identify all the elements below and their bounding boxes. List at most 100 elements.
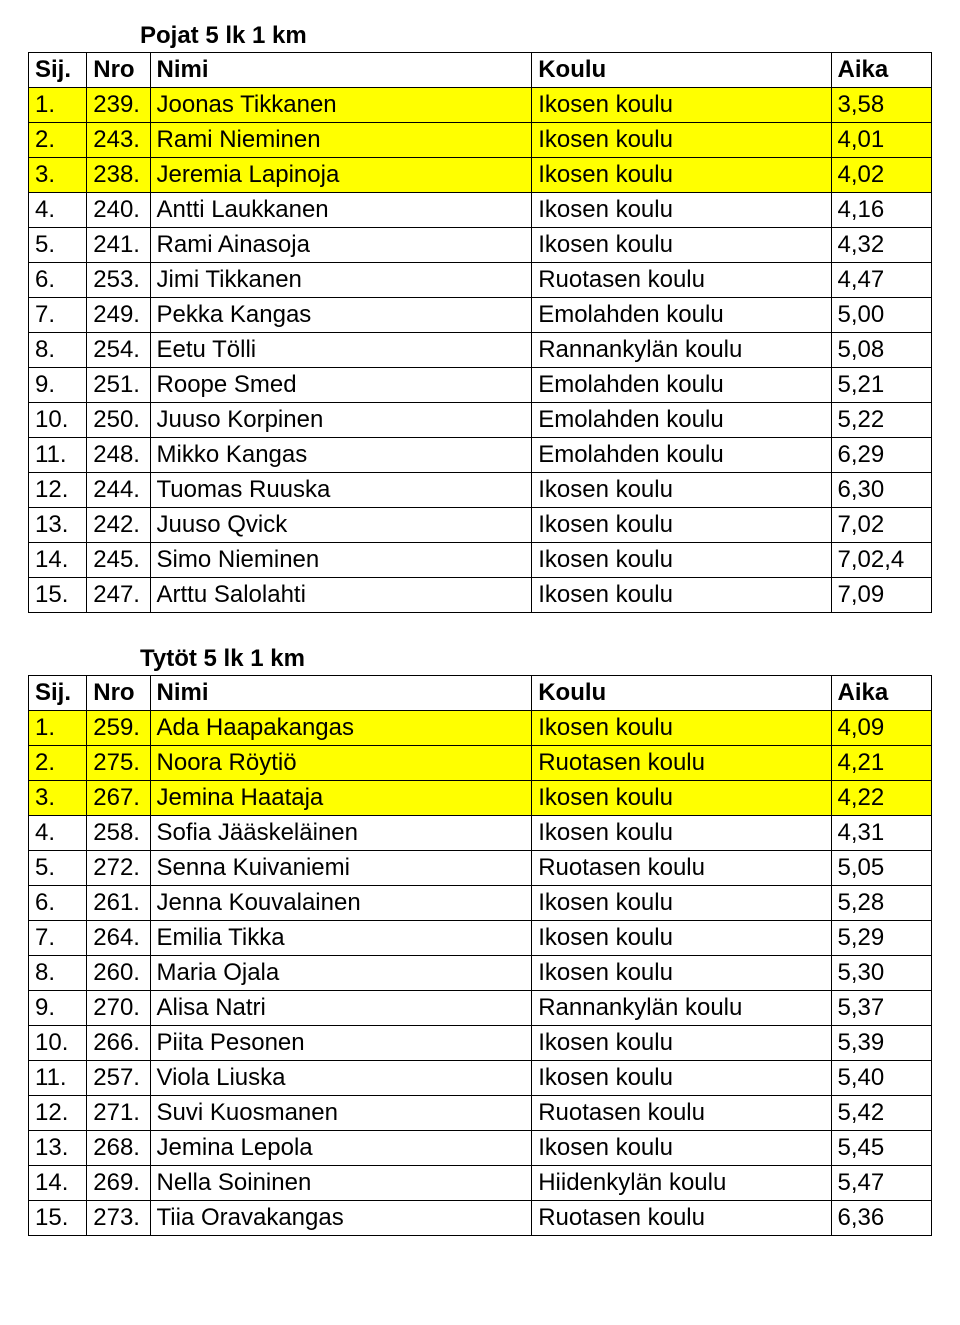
cell-nimi: Mikko Kangas: [150, 438, 532, 473]
cell-aika: 4,09: [831, 711, 931, 746]
cell-nro: 254.: [87, 333, 150, 368]
col-nimi: Nimi: [150, 53, 532, 88]
cell-koulu: Ikosen koulu: [532, 193, 831, 228]
cell-aika: 5,42: [831, 1096, 931, 1131]
cell-nimi: Rami Ainasoja: [150, 228, 532, 263]
cell-sij: 10.: [29, 403, 87, 438]
cell-sij: 6.: [29, 263, 87, 298]
cell-nimi: Nella Soininen: [150, 1166, 532, 1201]
table-row: 15.247.Arttu SalolahtiIkosen koulu7,09: [29, 578, 932, 613]
cell-aika: 5,29: [831, 921, 931, 956]
cell-nro: 238.: [87, 158, 150, 193]
cell-sij: 1.: [29, 88, 87, 123]
section-title-row: Tytöt 5 lk 1 km: [28, 643, 932, 675]
cell-aika: 4,47: [831, 263, 931, 298]
cell-koulu: Ikosen koulu: [532, 228, 831, 263]
cell-sij: 9.: [29, 991, 87, 1026]
cell-nro: 253.: [87, 263, 150, 298]
table-row: 3.267.Jemina HaatajaIkosen koulu4,22: [29, 781, 932, 816]
table-header-row: Sij.NroNimiKouluAika: [29, 676, 932, 711]
cell-sij: 14.: [29, 1166, 87, 1201]
cell-nro: 242.: [87, 508, 150, 543]
cell-koulu: Ikosen koulu: [532, 816, 831, 851]
cell-nimi: Tiia Oravakangas: [150, 1201, 532, 1236]
table-row: 3.238.Jeremia LapinojaIkosen koulu4,02: [29, 158, 932, 193]
cell-nimi: Viola Liuska: [150, 1061, 532, 1096]
cell-sij: 1.: [29, 711, 87, 746]
cell-koulu: Ikosen koulu: [532, 1061, 831, 1096]
cell-nimi: Emilia Tikka: [150, 921, 532, 956]
cell-sij: 8.: [29, 956, 87, 991]
cell-sij: 15.: [29, 578, 87, 613]
cell-nimi: Alisa Natri: [150, 991, 532, 1026]
col-sij: Sij.: [29, 676, 87, 711]
cell-nro: 259.: [87, 711, 150, 746]
cell-aika: 4,31: [831, 816, 931, 851]
cell-nimi: Jenna Kouvalainen: [150, 886, 532, 921]
cell-nimi: Maria Ojala: [150, 956, 532, 991]
cell-nimi: Jimi Tikkanen: [150, 263, 532, 298]
cell-nimi: Jeremia Lapinoja: [150, 158, 532, 193]
cell-nro: 243.: [87, 123, 150, 158]
table-row: 7.264.Emilia TikkaIkosen koulu5,29: [29, 921, 932, 956]
cell-aika: 6,30: [831, 473, 931, 508]
cell-koulu: Ikosen koulu: [532, 956, 831, 991]
cell-sij: 11.: [29, 438, 87, 473]
table-row: 1.239.Joonas TikkanenIkosen koulu3,58: [29, 88, 932, 123]
section-title: Pojat 5 lk 1 km: [28, 22, 932, 50]
cell-koulu: Ikosen koulu: [532, 781, 831, 816]
cell-koulu: Ikosen koulu: [532, 711, 831, 746]
table-row: 7.249.Pekka KangasEmolahden koulu5,00: [29, 298, 932, 333]
cell-sij: 2.: [29, 746, 87, 781]
cell-aika: 5,00: [831, 298, 931, 333]
cell-nimi: Suvi Kuosmanen: [150, 1096, 532, 1131]
cell-aika: 7,09: [831, 578, 931, 613]
table-row: 13.268.Jemina LepolaIkosen koulu5,45: [29, 1131, 932, 1166]
cell-sij: 3.: [29, 781, 87, 816]
cell-koulu: Ikosen koulu: [532, 886, 831, 921]
cell-aika: 5,37: [831, 991, 931, 1026]
cell-koulu: Ikosen koulu: [532, 543, 831, 578]
cell-aika: 5,08: [831, 333, 931, 368]
cell-koulu: Ikosen koulu: [532, 473, 831, 508]
cell-nro: 241.: [87, 228, 150, 263]
cell-nimi: Ada Haapakangas: [150, 711, 532, 746]
cell-koulu: Ikosen koulu: [532, 508, 831, 543]
col-sij: Sij.: [29, 53, 87, 88]
section-title: Tytöt 5 lk 1 km: [28, 645, 932, 673]
cell-sij: 15.: [29, 1201, 87, 1236]
cell-nimi: Simo Nieminen: [150, 543, 532, 578]
cell-sij: 8.: [29, 333, 87, 368]
col-nro: Nro: [87, 53, 150, 88]
cell-sij: 11.: [29, 1061, 87, 1096]
cell-nro: 267.: [87, 781, 150, 816]
cell-nro: 270.: [87, 991, 150, 1026]
cell-aika: 3,58: [831, 88, 931, 123]
cell-aika: 6,36: [831, 1201, 931, 1236]
table-row: 10.266.Piita PesonenIkosen koulu5,39: [29, 1026, 932, 1061]
cell-nro: 260.: [87, 956, 150, 991]
table-row: 14.269.Nella SoininenHiidenkylän koulu5,…: [29, 1166, 932, 1201]
cell-aika: 4,22: [831, 781, 931, 816]
cell-nro: 266.: [87, 1026, 150, 1061]
cell-nimi: Jemina Haataja: [150, 781, 532, 816]
cell-koulu: Ikosen koulu: [532, 123, 831, 158]
table-row: 2.275.Noora RöytiöRuotasen koulu4,21: [29, 746, 932, 781]
cell-koulu: Rannankylän koulu: [532, 991, 831, 1026]
cell-koulu: Ikosen koulu: [532, 1131, 831, 1166]
cell-nro: 257.: [87, 1061, 150, 1096]
cell-nimi: Eetu Tölli: [150, 333, 532, 368]
cell-nimi: Juuso Qvick: [150, 508, 532, 543]
cell-nimi: Juuso Korpinen: [150, 403, 532, 438]
cell-aika: 5,45: [831, 1131, 931, 1166]
table-row: 2.243.Rami NieminenIkosen koulu4,01: [29, 123, 932, 158]
cell-koulu: Emolahden koulu: [532, 298, 831, 333]
table-row: 10.250.Juuso KorpinenEmolahden koulu5,22: [29, 403, 932, 438]
cell-aika: 5,28: [831, 886, 931, 921]
cell-aika: 4,21: [831, 746, 931, 781]
col-nimi: Nimi: [150, 676, 532, 711]
cell-sij: 12.: [29, 473, 87, 508]
cell-nimi: Sofia Jääskeläinen: [150, 816, 532, 851]
cell-nro: 271.: [87, 1096, 150, 1131]
cell-nro: 251.: [87, 368, 150, 403]
